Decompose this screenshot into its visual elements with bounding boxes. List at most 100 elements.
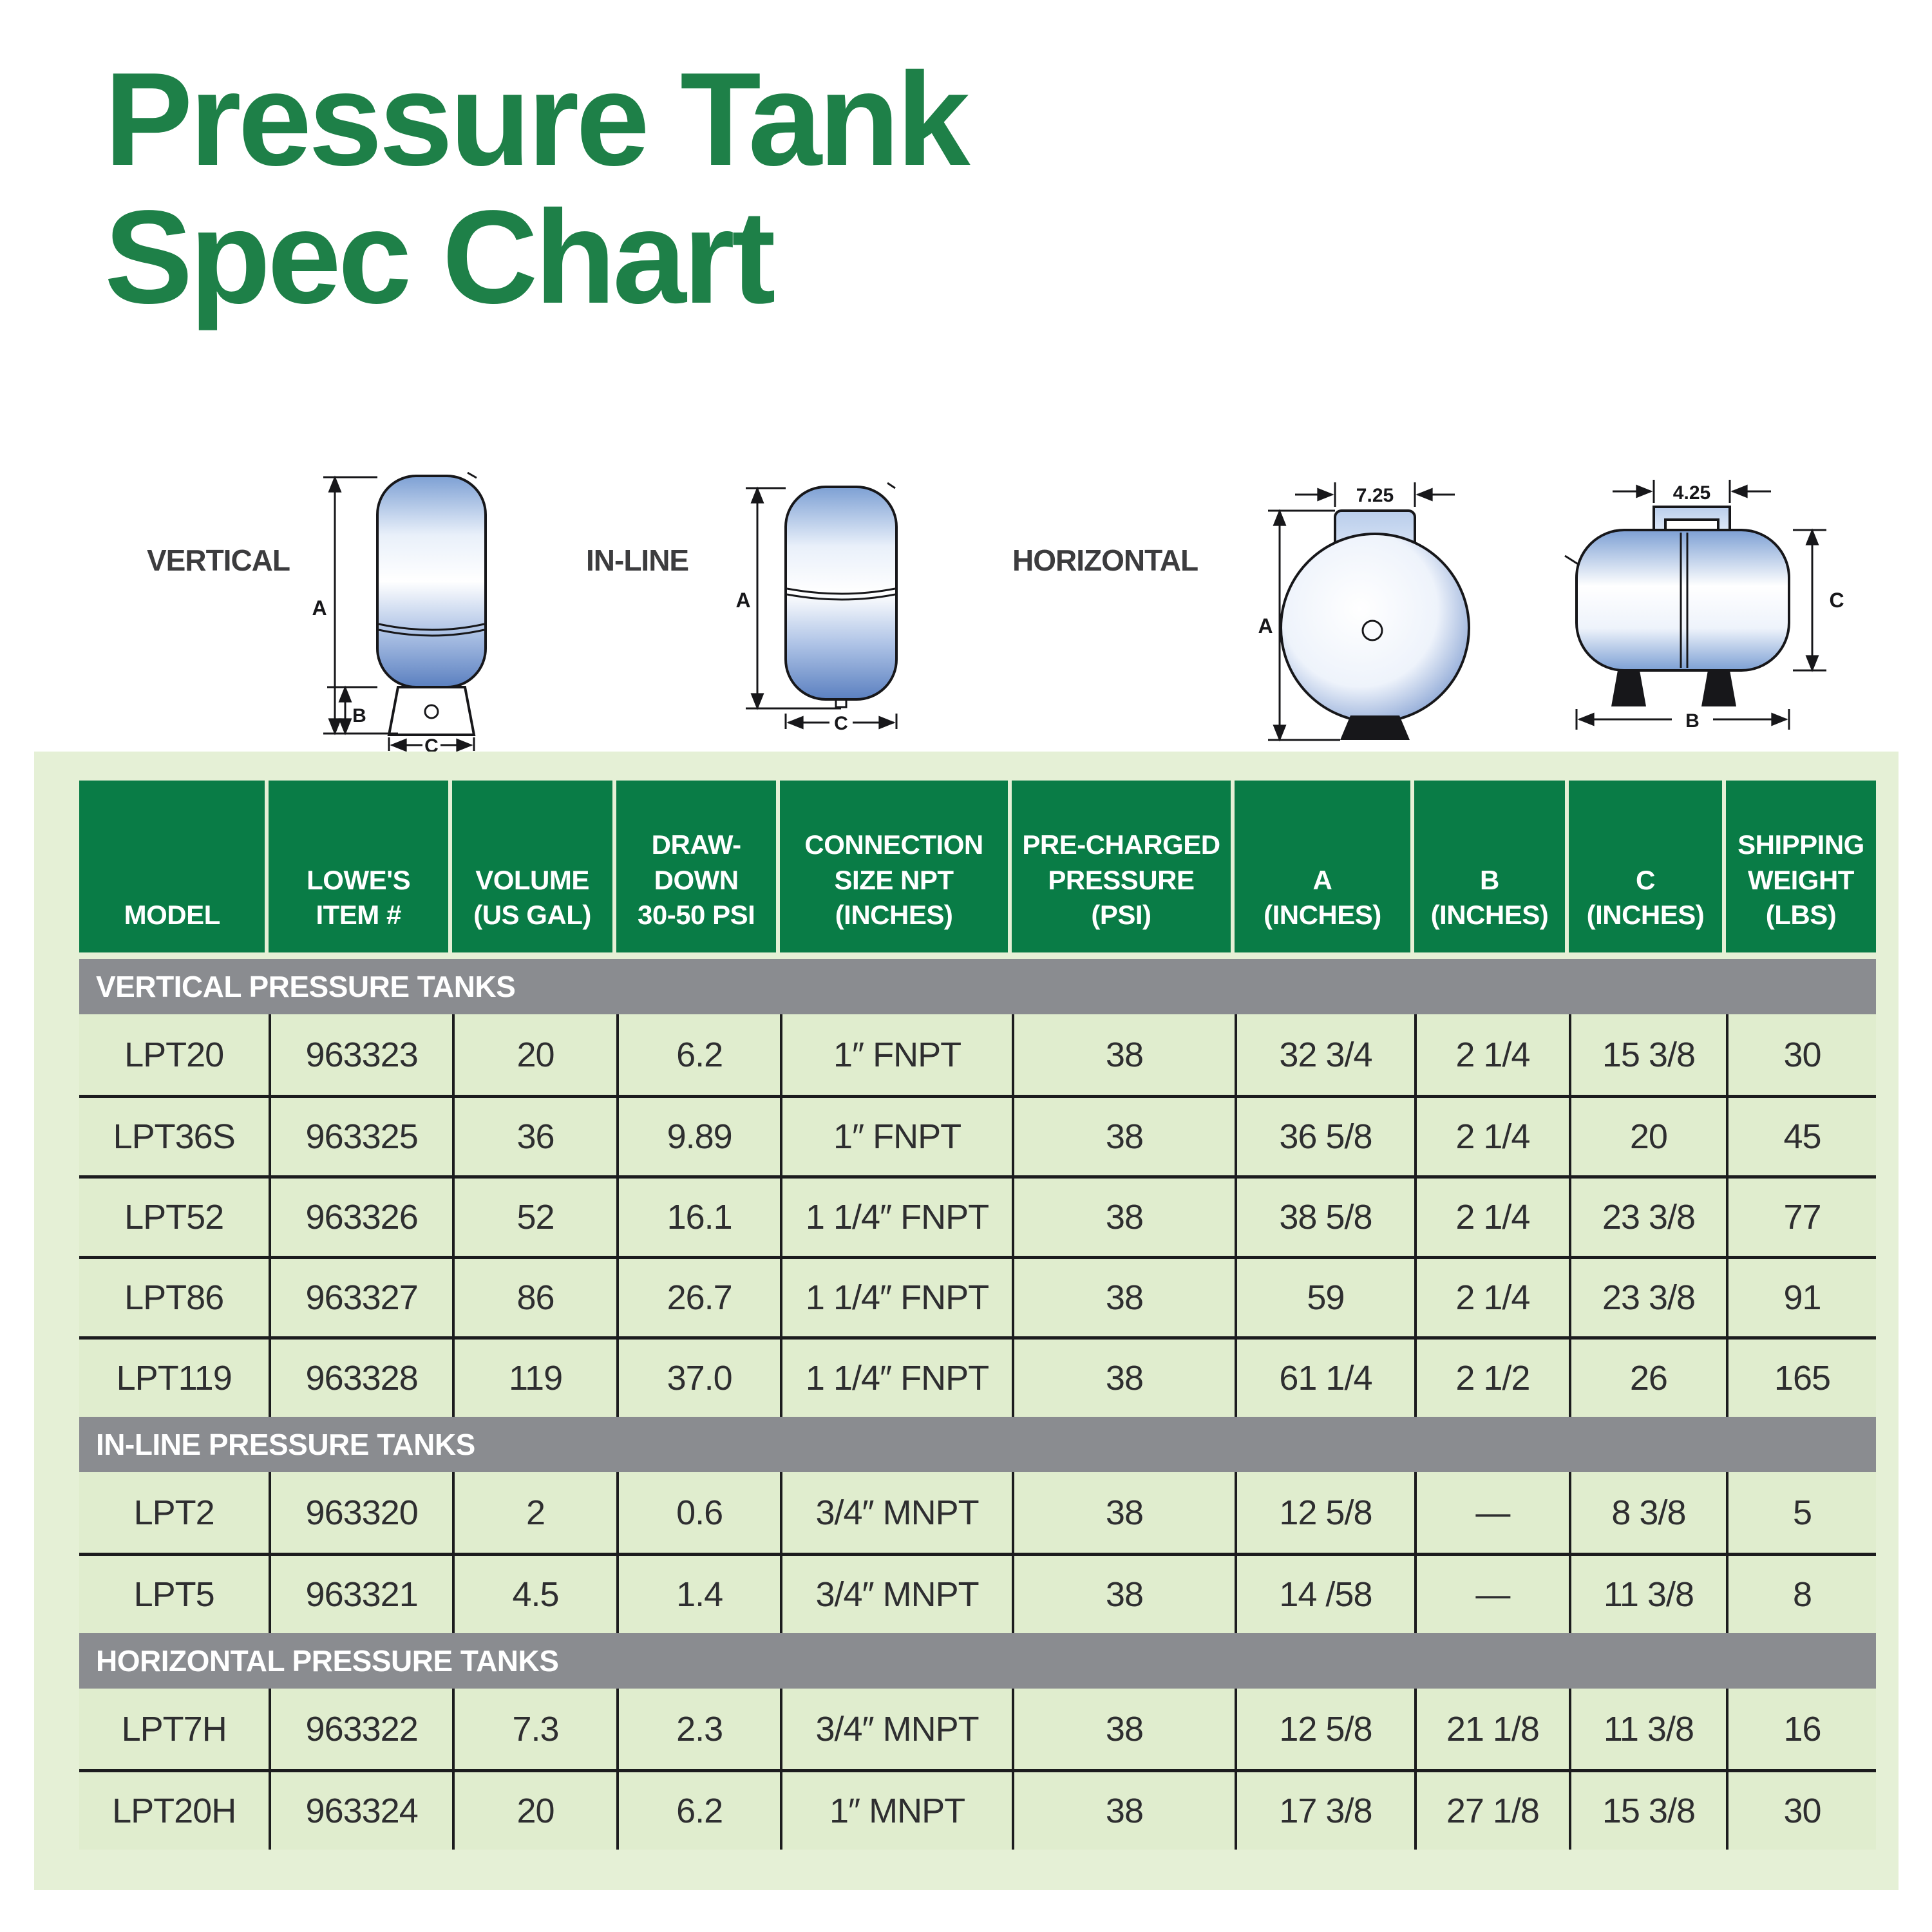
column-header-a: A (INCHES) (1234, 781, 1414, 952)
column-header-volume: VOLUME (US GAL) (451, 781, 617, 952)
cell-drawdown: 37.0 (616, 1336, 781, 1417)
dim-label-a: A (735, 589, 750, 612)
cell-c: 23 3/8 (1568, 1175, 1726, 1256)
cell-volume: 36 (451, 1095, 617, 1175)
table-row: LPT2 963320 2 0.6 3/4″ MNPT 38 12 5/8—8 3/8 5 (79, 1472, 1876, 1553)
cell-weight: 91 (1726, 1256, 1876, 1336)
cell-b: 2 1/4 (1414, 1256, 1569, 1336)
cell-volume: 52 (451, 1175, 617, 1256)
cell-connection: 1″ FNPT (780, 1014, 1012, 1095)
column-header-label: CONNECTION SIZE NPT (INCHES) (804, 829, 983, 931)
cell-drawdown: 16.1 (616, 1175, 781, 1256)
horizontal-tank-front-diagram: 7.25 A (1258, 482, 1470, 742)
cell-model: LPT20 (124, 1035, 224, 1074)
dim-label-c: C (834, 713, 848, 734)
cell-drawdown: 6.2 (616, 1769, 781, 1850)
tank-diagrams: VERTICAL A B C IN-LINE A C (0, 460, 1932, 770)
cell-connection: 3/4″ MNPT (780, 1472, 1012, 1553)
cell-volume: 119 (451, 1336, 617, 1417)
cell-pressure: 38 (1011, 1175, 1235, 1256)
column-header-label: B (INCHES) (1430, 864, 1549, 931)
inline-tank-diagram: A C (735, 482, 898, 734)
cell-b: 2 1/4 (1414, 1095, 1569, 1175)
cell-item: 963321 (269, 1553, 452, 1633)
section-rows-horizontal: LPT7H 963322 7.3 2.3 3/4″ MNPT 38 12 5/8 21 1/8… (79, 1689, 1876, 1850)
cell-item: 963328 (269, 1336, 452, 1417)
dim-label-c: C (1829, 589, 1844, 612)
cell-weight: 16 (1726, 1689, 1876, 1769)
cell-b: 27 1/8 (1414, 1769, 1569, 1850)
dim-label-a: A (312, 596, 327, 620)
column-header-weight: SHIPPING WEIGHT (LBS) (1726, 781, 1876, 952)
cell-item: 963323 (269, 1014, 452, 1095)
cell-weight: 77 (1726, 1175, 1876, 1256)
cell-model: LPT119 (79, 1336, 269, 1417)
table-row: LPT20H 963324 20 6.2 1″ MNPT 38 17 3/8 27 1/8 15… (79, 1769, 1876, 1850)
dim-label-a: A (1258, 614, 1273, 638)
column-header-model: MODEL (79, 781, 269, 952)
table-row: LPT119 963328 119 37.0 1 1/4″ FNPT 38 61 1/4 2 … (79, 1336, 1876, 1417)
dim-label-b: B (352, 705, 366, 726)
column-header-label: VOLUME (US GAL) (473, 864, 591, 931)
dim-label-c: C (424, 735, 439, 755)
cell-volume: 20 (451, 1014, 616, 1095)
cell-a: 61 1/4 (1234, 1336, 1414, 1417)
horizontal-tank-label: HORIZONTAL (1012, 544, 1198, 577)
table-row: LPT52 963326 52 16.1 1 1/4″ FNPT 38 38 5/8 2 1/… (79, 1175, 1876, 1256)
cell-connection: 1″ FNPT (780, 1095, 1012, 1175)
cell-model: LPT5 (79, 1553, 269, 1633)
cell-c: 23 3/8 (1568, 1256, 1726, 1336)
column-header-drawdown: DRAW- DOWN 30-50 PSI (616, 781, 781, 952)
cell-a: 12 5/8 (1234, 1689, 1414, 1769)
cell-pressure: 38 (1011, 1256, 1235, 1336)
inline-tank-label: IN-LINE (586, 544, 689, 577)
table-row: LPT5 963321 4.5 1.4 3/4″ MNPT 38 14 /58—11 3/8… (79, 1553, 1876, 1633)
page-title-line2: Spec Chart (104, 183, 776, 332)
cell-volume: 86 (451, 1256, 617, 1336)
cell-b: 2 1/4 (1414, 1014, 1569, 1095)
cell-drawdown: 26.7 (616, 1256, 781, 1336)
cell-b: 2 1/2 (1414, 1336, 1569, 1417)
horizontal-tank-side-diagram: 4.25 C B (1564, 480, 1844, 732)
cell-item: 963324 (269, 1769, 452, 1850)
cell-drawdown: 2.3 (616, 1689, 780, 1769)
cell-volume: 2 (451, 1472, 616, 1553)
table-row: LPT20 963323 20 6.2 1″ FNPT 38 32 3/4 2 1/4 15 3… (79, 1014, 1876, 1095)
cell-model: LPT7H (121, 1709, 227, 1748)
cell-item: 963327 (269, 1256, 452, 1336)
cell-volume: 20 (451, 1769, 617, 1850)
cell-b: 21 1/8 (1414, 1689, 1569, 1769)
cell-c: 11 3/8 (1568, 1689, 1726, 1769)
cell-item: 963320 (269, 1472, 452, 1553)
column-header-item: LOWE'S ITEM # (269, 781, 452, 952)
cell-a: 32 3/4 (1234, 1014, 1414, 1095)
cell-c: 11 3/8 (1568, 1553, 1726, 1633)
cell-c: 15 3/8 (1568, 1769, 1726, 1850)
cell-c: 20 (1568, 1095, 1726, 1175)
table-row: LPT36S 963325 36 9.89 1″ FNPT 38 36 5/8 2 1/4 20… (79, 1095, 1876, 1175)
page-title-line1: Pressure Tank (104, 45, 971, 193)
cell-c: 26 (1568, 1336, 1726, 1417)
cell-drawdown: 9.89 (616, 1095, 781, 1175)
section-rows-vertical: LPT20 963323 20 6.2 1″ FNPT 38 32 3/4 2 1/4 15 3… (79, 1014, 1876, 1417)
cell-item: 963325 (269, 1095, 452, 1175)
table-row: LPT86 963327 86 26.7 1 1/4″ FNPT 38 59 2 1/4 23 … (79, 1256, 1876, 1336)
column-header-c: C (INCHES) (1568, 781, 1726, 952)
vertical-tank-label: VERTICAL (147, 544, 290, 577)
cell-model: LPT52 (79, 1175, 269, 1256)
section-header-horizontal: HORIZONTAL PRESSURE TANKS (79, 1633, 1876, 1689)
column-header-label: C (INCHES) (1586, 864, 1705, 931)
cell-connection: 1 1/4″ FNPT (780, 1175, 1012, 1256)
cell-a: 59 (1234, 1256, 1414, 1336)
column-header-label: LOWE'S ITEM # (307, 864, 411, 931)
cell-item: 963322 (269, 1689, 452, 1769)
spec-panel: MODEL LOWE'S ITEM # VOLUME (US GAL) DRAW… (34, 752, 1899, 1890)
column-header-label: PRE-CHARGED PRESSURE (PSI) (1022, 829, 1220, 931)
cell-weight: 30 (1726, 1014, 1876, 1095)
cell-weight: 165 (1726, 1336, 1876, 1417)
column-header-label: MODEL (124, 900, 221, 931)
cell-connection: 3/4″ MNPT (780, 1553, 1012, 1633)
column-header-connection: CONNECTION SIZE NPT (INCHES) (780, 781, 1012, 952)
column-header-pressure: PRE-CHARGED PRESSURE (PSI) (1011, 781, 1235, 952)
section-header-inline: IN-LINE PRESSURE TANKS (79, 1417, 1876, 1472)
